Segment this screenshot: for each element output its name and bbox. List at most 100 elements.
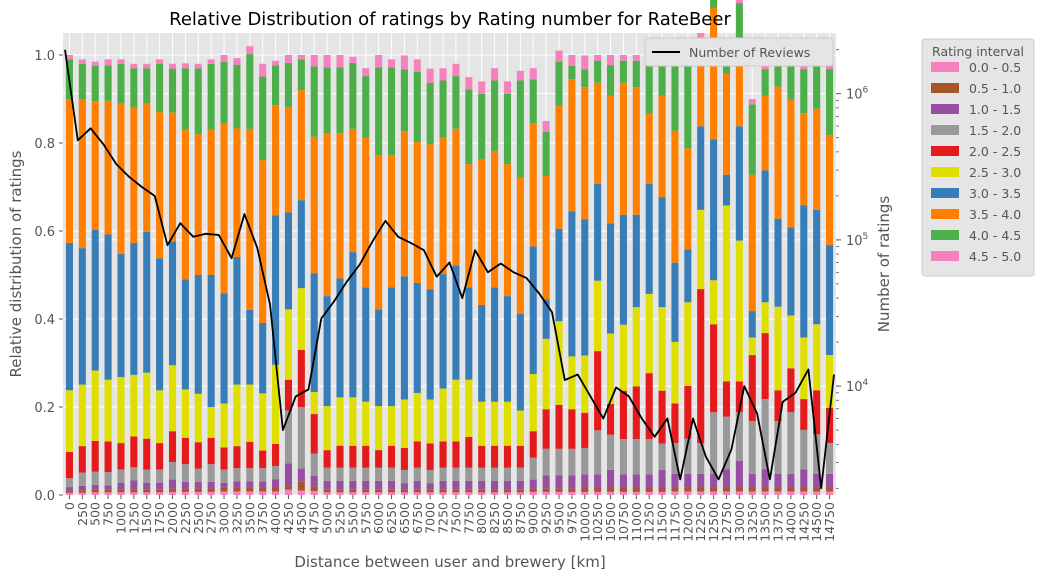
bar-segment (761, 170, 769, 303)
bar-segment (465, 287, 473, 380)
bar-segment (362, 287, 370, 402)
bar-segment (529, 491, 537, 495)
bar-segment (362, 137, 370, 288)
bar-segment (400, 55, 408, 70)
bar-segment (259, 63, 267, 77)
x-tick-label: 12750 (719, 502, 734, 542)
bar-segment (233, 64, 241, 129)
bar-segment (542, 448, 550, 476)
bar-segment (272, 443, 280, 466)
x-tick-label: 1250 (126, 502, 141, 534)
bar-segment (452, 379, 460, 442)
bar-segment (387, 467, 396, 481)
bar-segment (542, 176, 550, 300)
bar-segment (581, 491, 589, 495)
bar-segment (130, 68, 138, 108)
bar-segment (491, 489, 499, 493)
bar-segment (710, 280, 718, 325)
bar-segment (220, 55, 228, 63)
bar-segment (503, 480, 512, 490)
bar-segment (568, 55, 576, 66)
bar-segment (658, 487, 666, 492)
x-tick-label: 5250 (332, 502, 347, 534)
bar-segment (387, 492, 396, 495)
bar-segment (568, 491, 576, 495)
x-tick-label: 3750 (255, 502, 270, 534)
bar-segment (310, 491, 318, 495)
bar-segment (130, 467, 138, 481)
bar-segment (439, 68, 447, 81)
x-tick-label: 2500 (191, 502, 206, 534)
bar-segment (78, 446, 86, 473)
bar-segment (104, 100, 112, 235)
bar-segment (246, 481, 254, 488)
bar-segment (439, 489, 447, 493)
bar-segment (130, 374, 138, 437)
bar-segment (632, 214, 640, 308)
legend-label: 0.5 - 1.0 (969, 81, 1021, 96)
bar-segment (748, 355, 756, 422)
bar-segment (284, 62, 293, 107)
bar-segment (246, 46, 254, 55)
bar-segment (774, 421, 782, 474)
bar-segment (761, 399, 769, 470)
bar-segment (336, 445, 344, 468)
x-tick-label: 1500 (139, 502, 154, 534)
bar-segment (65, 242, 73, 391)
bar-segment (529, 479, 537, 489)
bar-segment (246, 468, 254, 482)
bar-segment (478, 480, 486, 490)
legend-swatch (931, 125, 959, 135)
bar-segment (207, 63, 215, 130)
reviews-line-group (64, 49, 835, 490)
bar-segment (606, 491, 615, 495)
bar-segment (246, 491, 254, 495)
bar-segment (310, 486, 318, 492)
bar-segment (684, 249, 692, 303)
bar-segment (632, 474, 640, 488)
bar-segment (813, 487, 821, 492)
bar-segment (800, 487, 808, 492)
bar-segment (220, 123, 228, 294)
bar-segment (104, 65, 112, 101)
bar-segment (194, 63, 202, 69)
bars (65, 0, 834, 495)
bar-segment (387, 489, 396, 493)
bar-segment (452, 265, 460, 380)
bar-segment (658, 390, 666, 444)
y-tick-label: 0.6 (34, 225, 55, 240)
bar-segment (104, 379, 112, 442)
bar-segment (632, 87, 640, 215)
bar-segment (787, 315, 795, 369)
bar-segment (168, 491, 177, 495)
bar-segment (181, 437, 189, 465)
bar-segment (297, 349, 305, 407)
x-tick-label: 500 (88, 502, 103, 526)
y2-tick-label: 104 (846, 378, 869, 395)
bar-segment (181, 63, 189, 69)
bar-segment (336, 467, 344, 481)
x-tick-label: 12250 (693, 502, 708, 542)
bar-segment (362, 76, 370, 138)
bar-segment (413, 142, 421, 283)
bar-segment (272, 105, 280, 216)
bar-segment (272, 487, 280, 492)
bar-segment (400, 447, 408, 470)
bar-segment (748, 311, 756, 338)
x-tick-label: 13500 (758, 502, 773, 542)
bar-segment (581, 447, 589, 475)
bar-segment (297, 481, 305, 491)
chart-title: Relative Distribution of ratings by Rati… (169, 9, 731, 30)
bar-segment (65, 451, 73, 479)
bar-segment (568, 488, 576, 492)
bar-segment (516, 410, 524, 446)
bar-segment (413, 282, 421, 393)
bar-segment (375, 309, 383, 407)
bar-segment (130, 107, 138, 243)
bar-segment (207, 491, 215, 495)
x-tick-label: 3500 (242, 502, 257, 534)
bar-segment (220, 293, 228, 404)
bar-segment (194, 468, 202, 482)
bar-segment (117, 103, 125, 254)
bar-segment (581, 87, 589, 220)
